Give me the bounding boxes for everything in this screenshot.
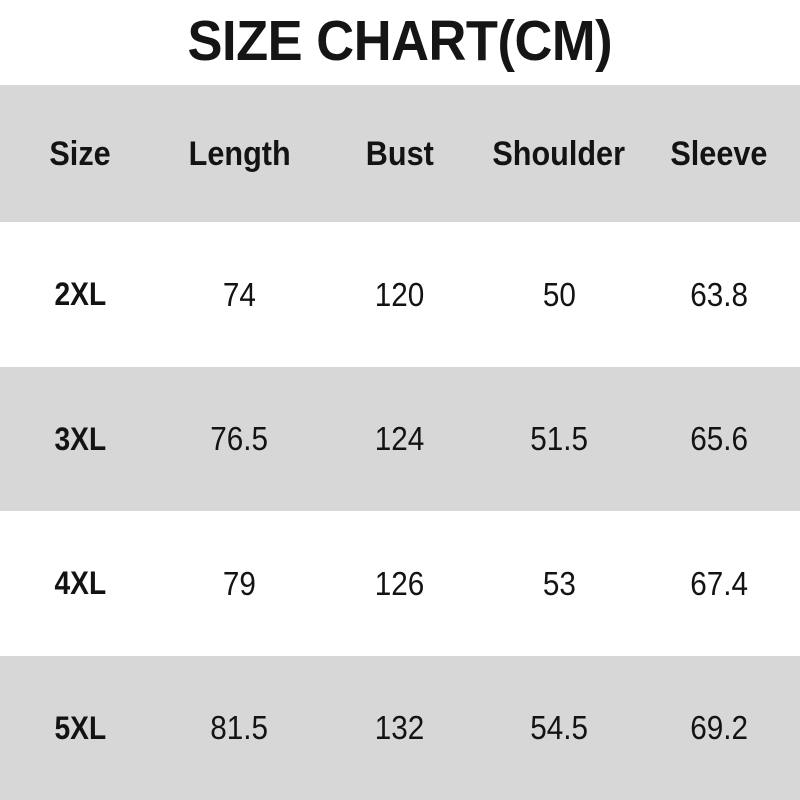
cell-size-value: 3XL xyxy=(54,420,106,457)
cell-sleeve: 65.6 xyxy=(638,367,800,512)
cell-shoulder: 54.5 xyxy=(480,656,638,800)
column-header-shoulder-label: Shoulder xyxy=(492,134,626,173)
cell-length: 76.5 xyxy=(160,367,319,512)
cell-bust: 132 xyxy=(319,656,480,800)
table-row: 2XL 74 120 50 63.8 xyxy=(0,222,800,367)
cell-size: 5XL xyxy=(0,656,160,800)
cell-bust-value: 132 xyxy=(374,709,425,747)
table-header-row: Size Length Bust Shoulder Sleeve xyxy=(0,85,800,222)
cell-sleeve-value: 65.6 xyxy=(690,420,748,458)
cell-shoulder-value: 54.5 xyxy=(530,709,588,747)
cell-bust-value: 124 xyxy=(374,420,425,458)
cell-bust-value: 126 xyxy=(374,564,425,602)
cell-bust: 124 xyxy=(319,367,480,512)
cell-sleeve-value: 63.8 xyxy=(690,275,748,313)
cell-sleeve: 63.8 xyxy=(638,222,800,367)
cell-shoulder: 51.5 xyxy=(480,367,638,512)
cell-size: 2XL xyxy=(0,222,160,367)
column-header-length: Length xyxy=(160,85,319,222)
cell-length-value: 74 xyxy=(222,275,257,313)
cell-length-value: 81.5 xyxy=(210,709,269,747)
column-header-size: Size xyxy=(0,85,160,222)
cell-length-value: 79 xyxy=(222,564,257,602)
table-body: 2XL 74 120 50 63.8 3XL xyxy=(0,222,800,800)
table-row: 3XL 76.5 124 51.5 65.6 xyxy=(0,366,800,512)
cell-bust: 120 xyxy=(319,222,480,367)
cell-size: 4XL xyxy=(0,511,160,656)
column-header-length-label: Length xyxy=(188,134,291,173)
column-header-shoulder: Shoulder xyxy=(480,85,638,222)
cell-sleeve: 67.4 xyxy=(638,511,800,656)
cell-shoulder: 50 xyxy=(480,222,638,367)
cell-bust: 126 xyxy=(319,511,480,656)
column-header-sleeve-label: Sleeve xyxy=(670,134,768,173)
table-row: 5XL 81.5 132 54.5 69.2 xyxy=(0,655,800,800)
cell-size-value: 5XL xyxy=(54,709,106,746)
cell-shoulder-value: 51.5 xyxy=(530,420,588,458)
cell-length: 81.5 xyxy=(160,656,319,800)
cell-size: 3XL xyxy=(0,367,160,512)
cell-length: 74 xyxy=(160,222,319,367)
cell-length: 79 xyxy=(160,511,319,656)
page-title: SIZE CHART(CM) xyxy=(187,9,613,73)
cell-sleeve: 69.2 xyxy=(638,656,800,800)
cell-size-value: 4XL xyxy=(54,565,106,602)
cell-shoulder-value: 53 xyxy=(542,564,576,602)
column-header-bust-label: Bust xyxy=(365,134,434,173)
cell-size-value: 2XL xyxy=(54,276,106,313)
cell-bust-value: 120 xyxy=(374,275,425,313)
cell-shoulder: 53 xyxy=(480,511,638,656)
cell-sleeve-value: 67.4 xyxy=(690,564,748,602)
title-band: SIZE CHART(CM) xyxy=(0,0,800,85)
table-header: Size Length Bust Shoulder Sleeve xyxy=(0,85,800,222)
cell-sleeve-value: 69.2 xyxy=(690,709,748,747)
cell-shoulder-value: 50 xyxy=(542,275,576,313)
column-header-sleeve: Sleeve xyxy=(638,85,800,222)
cell-length-value: 76.5 xyxy=(210,420,269,458)
size-chart-table: Size Length Bust Shoulder Sleeve 2X xyxy=(0,85,800,800)
column-header-size-label: Size xyxy=(49,134,111,173)
table-row: 4XL 79 126 53 67.4 xyxy=(0,511,800,656)
column-header-bust: Bust xyxy=(319,85,480,222)
